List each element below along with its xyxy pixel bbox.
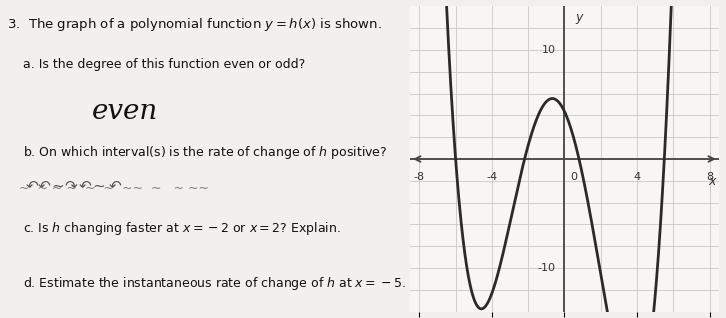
Text: even: even [92,98,158,125]
Text: 8: 8 [706,172,713,182]
Text: d. Estimate the instantaneous rate of change of $h$ at $x = -5$.: d. Estimate the instantaneous rate of ch… [23,275,405,292]
Text: -4: -4 [486,172,497,182]
Text: b. On which interval(s) is the rate of change of $h$ positive?: b. On which interval(s) is the rate of c… [23,144,387,161]
Text: -8: -8 [414,172,425,182]
Text: 4: 4 [634,172,640,182]
Text: $x$: $x$ [709,175,718,188]
Text: $\curvearrowleft\!\!\!\curvearrowleft\!\!\sim\!\!\curvearrowright\!\!\curvearrow: $\curvearrowleft\!\!\!\curvearrowleft\!\… [23,177,123,192]
Text: c. Is $h$ changing faster at $x = -2$ or $x = 2$? Explain.: c. Is $h$ changing faster at $x = -2$ or… [23,220,340,237]
Text: -10: -10 [537,263,555,273]
Text: 3.  The graph of a polynomial function $y = h(x)$ is shown.: 3. The graph of a polynomial function $y… [7,16,382,32]
Text: a. Is the degree of this function even or odd?: a. Is the degree of this function even o… [23,58,305,71]
Text: $y$: $y$ [576,12,585,26]
Text: 10: 10 [542,45,555,55]
Text: ~  ~ ~ ~  ~  ~  ~~  ~   ~ ~~: ~ ~ ~ ~ ~ ~ ~~ ~ ~ ~~ [19,182,209,195]
Text: 0: 0 [570,172,577,182]
